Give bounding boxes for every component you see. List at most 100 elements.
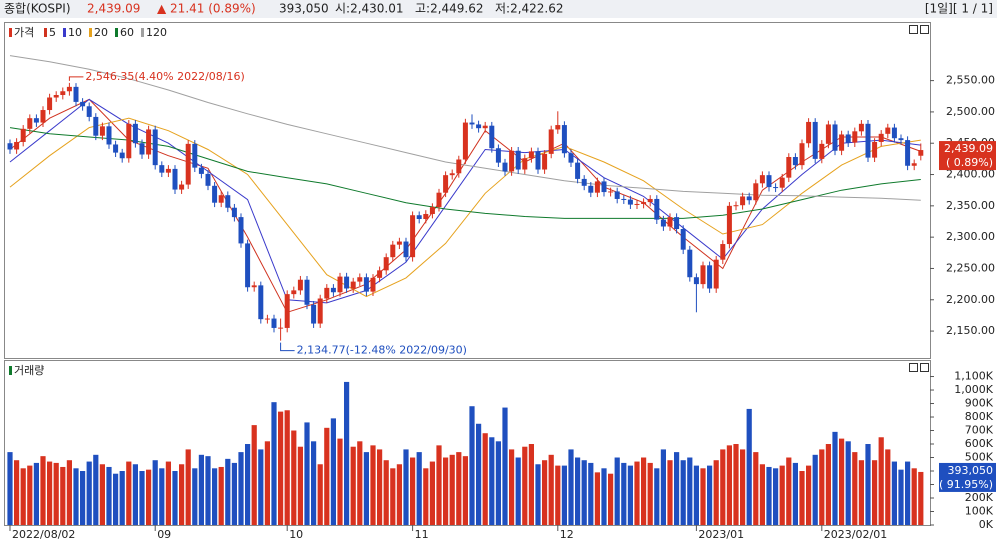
- legend-swatch: [89, 28, 92, 37]
- candle-body: [852, 131, 858, 143]
- candle-body: [713, 259, 719, 289]
- candle-body: [832, 124, 838, 151]
- candle-body: [773, 187, 779, 189]
- candle-body: [726, 205, 732, 245]
- legend-swatch: [63, 28, 66, 37]
- close-button[interactable]: [920, 363, 929, 372]
- volume-bar: [271, 402, 277, 525]
- candle-body: [634, 203, 640, 205]
- volume-bar: [911, 468, 917, 525]
- candle-body: [601, 181, 607, 193]
- candle-body: [159, 165, 165, 173]
- volume-bar: [225, 458, 231, 525]
- candle-body: [449, 173, 455, 176]
- moving-average: [9, 55, 921, 201]
- volume-bar: [198, 454, 204, 525]
- candle-body: [608, 191, 614, 193]
- volume-bar: [608, 473, 614, 525]
- candle-body: [106, 126, 112, 145]
- volume-bar: [806, 465, 812, 525]
- volume-bar: [561, 465, 567, 525]
- volume-bar: [304, 422, 310, 525]
- candle-body: [660, 219, 666, 227]
- volume-panel: [4, 360, 931, 526]
- candle-body: [588, 185, 594, 193]
- volume-bar: [825, 444, 831, 525]
- volume-bar: [146, 469, 152, 525]
- header-page[interactable]: [1일][ 1 / 1]: [925, 2, 993, 16]
- volume-bar: [33, 462, 39, 525]
- volume-bar: [720, 449, 726, 525]
- volume-bar: [284, 410, 290, 525]
- volume-bar: [634, 461, 640, 525]
- close-button[interactable]: [920, 25, 929, 34]
- candle-body: [73, 86, 79, 102]
- candle-body: [799, 143, 805, 166]
- x-tick-label: 11: [415, 528, 429, 541]
- volume-bar: [469, 406, 475, 525]
- volume-bar: [119, 471, 125, 525]
- candle-body: [344, 276, 350, 289]
- volume-bar: [885, 449, 891, 525]
- y-tick-label: 2,150.00: [946, 324, 995, 337]
- candle-body: [14, 141, 20, 150]
- candle-body: [311, 304, 317, 324]
- candle-body: [627, 199, 633, 205]
- candle-body: [885, 127, 891, 134]
- x-tick-label: 2023/01: [698, 528, 744, 541]
- volume-bar: [423, 468, 429, 525]
- candle-body: [337, 276, 343, 293]
- candle-body: [278, 327, 284, 329]
- candle-body: [865, 123, 871, 158]
- volume-bar: [489, 437, 495, 525]
- max-button[interactable]: [909, 25, 918, 34]
- header-open: 시:2,430.01: [335, 2, 404, 16]
- volume-bar: [113, 473, 119, 525]
- x-tick-label: 12: [560, 528, 574, 541]
- volume-bar: [291, 430, 297, 525]
- candle-body: [284, 294, 290, 328]
- volume-bar: [429, 461, 435, 525]
- candle-body: [621, 198, 627, 200]
- y-tick-label: 2,550.00: [946, 74, 995, 87]
- volume-bar: [647, 462, 653, 525]
- candle-body: [502, 162, 508, 172]
- vol-tick-label: 600K: [965, 437, 994, 450]
- volume-bar: [502, 407, 508, 525]
- vol-tick-label: 500K: [965, 451, 994, 464]
- volume-bar: [660, 449, 666, 525]
- volume-bar: [581, 460, 587, 525]
- candle-body: [363, 277, 369, 292]
- candle-body: [423, 213, 429, 219]
- volume-bar: [839, 438, 845, 525]
- candle-body: [429, 207, 435, 214]
- volume-bar: [344, 381, 350, 525]
- volume-bar: [858, 460, 864, 525]
- y-tick-label: 2,350.00: [946, 199, 995, 212]
- volume-bar: [139, 471, 145, 525]
- candle-body: [872, 141, 878, 158]
- volume-bar: [93, 454, 99, 525]
- candle-body: [258, 285, 264, 320]
- volume-bar: [377, 449, 383, 525]
- candle-body: [218, 195, 224, 203]
- volume-bar: [324, 427, 330, 525]
- volume-box-label: 393,050: [948, 464, 994, 477]
- candle-body: [357, 277, 363, 282]
- volume-bar: [548, 454, 554, 525]
- volume-bar: [726, 445, 732, 525]
- candle-body: [482, 125, 488, 129]
- volume-bar: [693, 465, 699, 525]
- volume-bar: [212, 468, 218, 525]
- candle-body: [330, 287, 336, 293]
- candle-body: [693, 277, 699, 285]
- vol-tick-label: 1,000K: [954, 383, 993, 396]
- candle-body: [146, 129, 152, 155]
- candle-body: [753, 183, 759, 201]
- volume-bar: [766, 466, 772, 525]
- candle-body: [225, 195, 231, 208]
- volume-bar: [614, 457, 620, 525]
- volume-bar: [80, 471, 86, 525]
- candle-body: [297, 279, 303, 291]
- max-button[interactable]: [909, 363, 918, 372]
